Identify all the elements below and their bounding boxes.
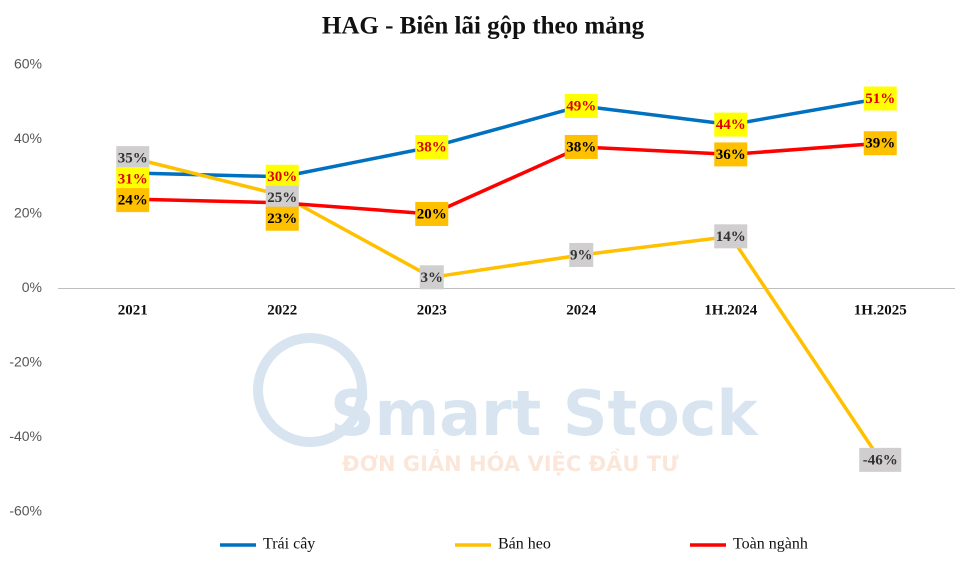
y-tick-label: 20% [14, 205, 42, 221]
data-label: 20% [415, 202, 449, 226]
watermark-logo [253, 333, 367, 447]
data-label: 36% [714, 142, 748, 167]
data-label-box [564, 93, 598, 118]
data-label-box [415, 134, 449, 159]
data-label: 3% [419, 265, 444, 290]
data-label-text: 38% [417, 139, 447, 155]
data-label-text: 35% [118, 151, 148, 167]
data-label-text: 36% [716, 147, 746, 163]
data-label-text: 30% [267, 169, 297, 185]
chart-title: HAG - Biên lãi gộp theo mảng [322, 13, 645, 40]
data-label-box [116, 188, 150, 213]
data-label-text: 38% [566, 139, 596, 155]
data-label-box [419, 265, 444, 290]
data-label: 49% [564, 93, 598, 118]
x-tick-label: 2023 [417, 302, 447, 318]
data-label: 14% [714, 224, 748, 249]
data-label-box [714, 142, 748, 167]
data-label-box [569, 242, 594, 267]
data-label-box [265, 206, 299, 231]
data-label-text: 31% [118, 172, 148, 188]
data-label-box [863, 131, 897, 156]
data-label-text: -46% [863, 452, 898, 468]
data-label-box [564, 134, 598, 159]
series-line [132, 141, 881, 216]
data-label-text: 39% [865, 136, 895, 152]
y-tick-label: -20% [9, 354, 42, 370]
data-label-box [116, 146, 150, 171]
watermark: Smart Stock ĐƠN GIẢN HÓA VIỆC ĐẦU TƯ [253, 333, 760, 476]
legend-label: Toàn ngành [733, 536, 808, 553]
data-label-box [265, 164, 299, 189]
data-label: 39% [863, 131, 897, 156]
series-line [132, 96, 881, 179]
series-line [132, 156, 882, 461]
watermark-tagline: ĐƠN GIẢN HÓA VIỆC ĐẦU TƯ [342, 448, 679, 476]
data-label-text: 49% [566, 98, 596, 114]
data-label-text: 44% [716, 117, 746, 133]
data-label: 23% [265, 206, 299, 231]
data-label-box [714, 112, 748, 137]
data-label-box [415, 202, 449, 226]
y-tick-label: 0% [22, 279, 42, 295]
data-label: 51% [863, 86, 897, 111]
y-tick-label: -60% [9, 503, 42, 519]
data-label-box [714, 224, 748, 249]
data-label-text: 23% [267, 211, 297, 227]
legend-label: Bán heo [498, 536, 551, 553]
x-tick-label: 1H.2024 [704, 302, 757, 318]
data-label-text: 14% [716, 229, 746, 245]
y-tick-label: 60% [14, 56, 42, 72]
x-tick-label: 2021 [118, 302, 148, 318]
y-tick-label: 40% [14, 130, 42, 146]
x-tick-label: 1H.2025 [854, 302, 907, 318]
data-label-text: 25% [267, 190, 297, 206]
data-label: 30% [265, 164, 299, 189]
data-label: 9% [569, 242, 594, 267]
data-label-box [859, 447, 902, 472]
y-tick-label: -40% [9, 428, 42, 444]
data-label-text: 20% [417, 206, 447, 222]
x-tick-label: 2022 [267, 302, 297, 318]
watermark-title: Smart Stock [330, 377, 760, 450]
data-label: 38% [564, 134, 598, 159]
data-label: 38% [415, 134, 449, 159]
data-label: 24% [116, 188, 150, 213]
data-label-text: 9% [570, 247, 593, 263]
data-label-box [863, 86, 897, 111]
data-label-box [265, 185, 299, 210]
data-label: 31% [116, 167, 150, 192]
data-label-box [116, 167, 150, 192]
data-label: -46% [859, 447, 902, 472]
legend-label: Trái cây [263, 536, 315, 553]
data-label-text: 51% [865, 91, 895, 107]
data-label-text: 3% [421, 270, 444, 286]
data-label: 44% [714, 112, 748, 137]
x-tick-label: 2024 [566, 302, 597, 318]
data-label: 25% [265, 185, 299, 210]
data-label: 35% [116, 146, 150, 171]
data-label-text: 24% [118, 193, 148, 209]
